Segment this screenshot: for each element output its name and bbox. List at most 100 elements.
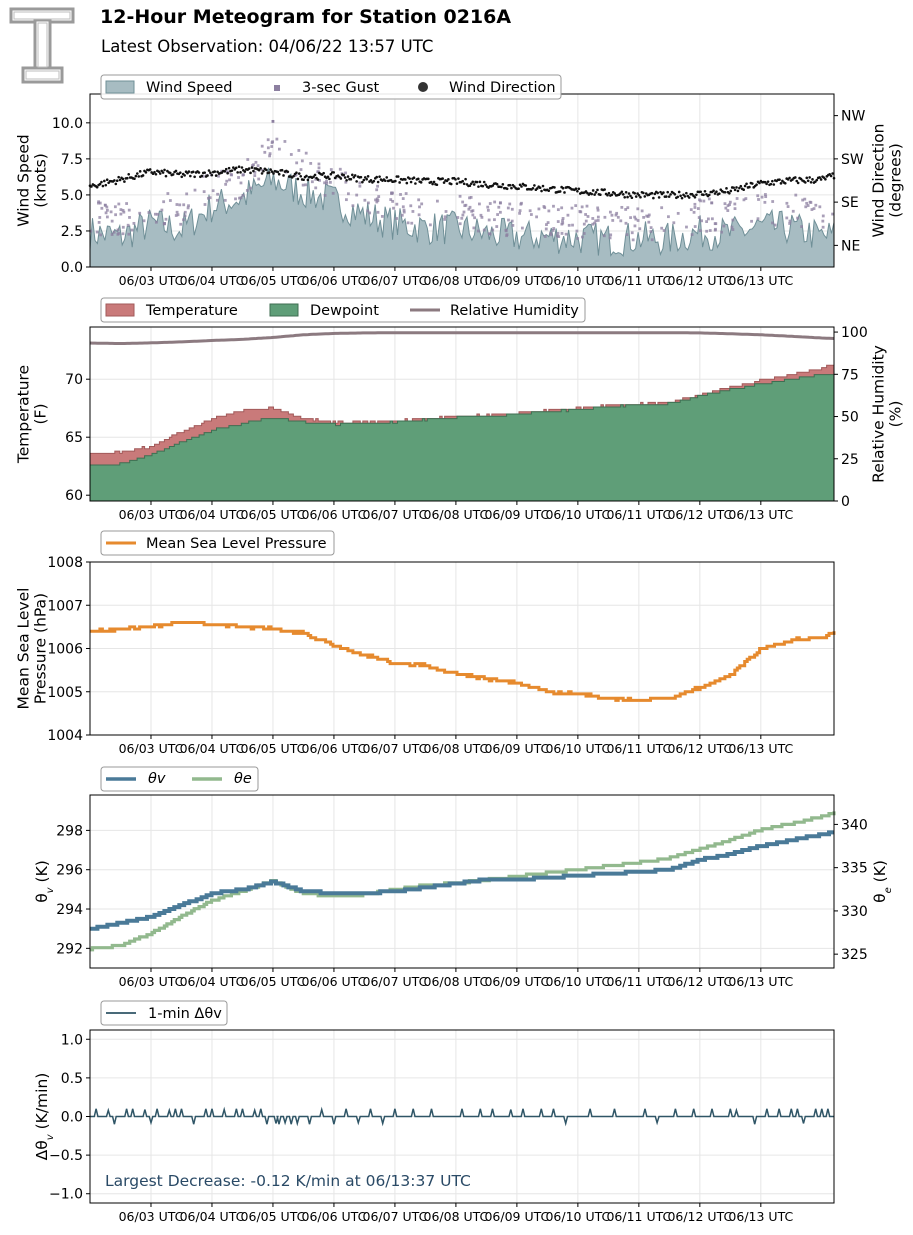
gust-point [631,238,635,242]
gust-point [814,203,818,207]
direction-point [103,179,106,183]
gust-point [498,210,502,214]
legend: Temperature Dewpoint Relative Humidity [100,297,586,323]
gust-point [636,219,640,222]
gust-point [401,205,405,209]
gust-point [253,170,257,174]
gust-point [805,201,809,205]
gust-point [552,204,555,208]
direction-point [197,171,201,174]
gust-point [245,189,249,192]
direction-point [779,182,783,185]
direction-point [455,182,459,185]
gust-point [750,219,753,223]
gust-point [544,227,548,231]
gust-point [693,206,697,209]
wind-speed-area [89,167,835,268]
gust-point [495,225,499,228]
direction-point [98,182,102,186]
y-axis-label-line: (knots) [32,153,50,208]
gust-point [261,168,264,172]
legend-box [100,530,335,556]
gust-point [510,219,514,223]
gust-point [647,213,651,217]
gust-point [603,215,607,219]
x-tick-label: 06/11 UTC [606,273,671,288]
y2-tick-label: 25 [841,452,859,468]
direction-point [702,193,705,197]
gust-point [566,213,570,217]
y-tick-label: 1008 [47,555,83,571]
gust-point [821,219,825,223]
gust-point [300,159,304,163]
direction-point [627,192,631,195]
gust-point [399,193,402,196]
gust-point [110,219,114,223]
y-tick-label: 60 [65,488,83,504]
gust-point [238,196,241,200]
direction-point [508,183,512,187]
gust-point [756,217,760,221]
gust-point [443,218,447,221]
gust-point [132,221,136,225]
gust-point [410,221,414,225]
direction-point [328,177,331,181]
gust-point [325,181,329,185]
direction-point [683,195,687,198]
gust-point [801,198,805,202]
gust-point [314,186,318,190]
direction-point [157,170,161,173]
x-tick-label: 06/05 UTC [241,273,306,288]
direction-point [259,167,262,170]
gust-point [105,205,109,209]
direction-point [240,166,244,169]
gust-point [175,210,179,214]
gust-point [511,224,515,227]
direction-point [495,182,499,186]
direction-point [342,173,346,177]
legend-label: Temperature [145,303,238,319]
gust-point [546,221,550,224]
x-tick-label: 06/05 UTC [241,1209,306,1224]
gust-point [640,209,644,213]
x-tick-label: 06/11 UTC [606,1209,671,1224]
y-axis-label-line: Mean Sea Level [15,588,33,710]
gust-point [812,207,816,210]
gust-point [619,219,623,223]
direction-point [267,171,271,174]
gust-point [491,228,495,232]
direction-point [561,186,565,190]
gust-point [358,181,362,185]
gust-point [174,214,178,217]
direction-point [207,169,211,172]
direction-point [359,175,363,179]
legend-label: θe [234,771,252,787]
legend-swatch-direction [418,82,428,92]
gust-point [507,218,510,222]
direction-point [209,171,212,175]
direction-point [687,196,691,199]
direction-point [739,184,743,188]
direction-point [547,189,551,193]
y2-tick-label: 330 [841,904,868,920]
direction-point [819,178,823,181]
gust-point [105,208,109,212]
gust-point [672,221,676,225]
direction-point [590,192,594,196]
x-tick-label: 06/08 UTC [424,1209,489,1224]
gust-point [733,202,737,206]
gust-point [561,219,564,223]
gust-point [138,211,142,215]
gust-point [363,198,367,202]
direction-point [457,177,460,180]
gust-point [153,212,157,216]
direction-point [510,186,513,190]
direction-point [409,180,413,184]
y2-tick-label: NE [841,238,860,254]
legend: 1-min Δθv [100,1000,228,1026]
gust-point [496,213,499,216]
direction-point [666,190,670,194]
direction-point [431,182,434,186]
gust-point [202,190,206,194]
